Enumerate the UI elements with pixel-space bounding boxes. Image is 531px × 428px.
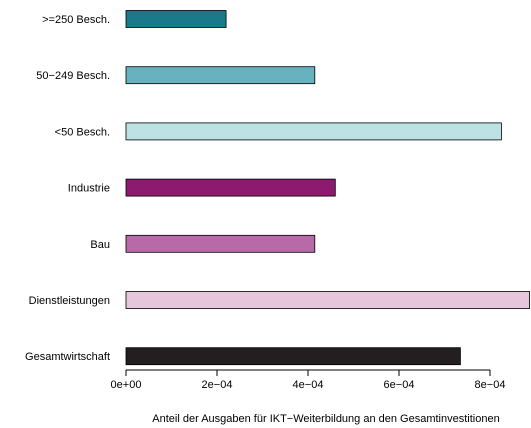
- x-axis-title: Anteil der Ausgaben für IKT−Weiterbildun…: [152, 413, 499, 425]
- x-tick-label: 4e−04: [293, 379, 324, 391]
- bar-4: [125, 234, 316, 253]
- category-label: 50−249 Besch.: [36, 70, 110, 82]
- bar-6: [125, 347, 461, 366]
- bar-3: [125, 178, 336, 197]
- x-tick-label: 2e−04: [202, 379, 233, 391]
- x-tick-label: 8e−04: [475, 379, 506, 391]
- category-label: <50 Besch.: [55, 126, 110, 138]
- x-tick-label: 6e−04: [384, 379, 415, 391]
- category-label: Industrie: [68, 183, 110, 195]
- bar-5: [125, 291, 531, 309]
- category-label: Dienstleistungen: [29, 295, 110, 307]
- category-label: Gesamtwirtschaft: [25, 351, 110, 363]
- bar-1: [125, 66, 316, 85]
- bar-0: [125, 10, 227, 28]
- bars-group: [125, 10, 531, 366]
- bar-2: [125, 122, 502, 141]
- x-axis: 0e+00 2e−04 4e−04 6e−04 8e−04: [111, 369, 506, 391]
- category-label: >=250 Besch.: [42, 14, 110, 26]
- category-label: Bau: [90, 239, 110, 251]
- category-labels: >=250 Besch. 50−249 Besch. <50 Besch. Indus…: [25, 14, 110, 363]
- x-tick-label: 0e+00: [111, 379, 142, 391]
